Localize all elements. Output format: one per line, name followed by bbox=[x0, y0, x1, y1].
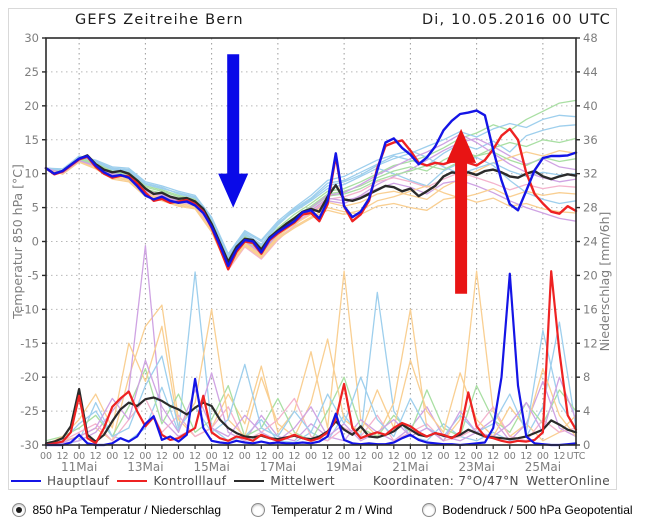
svg-text:21Mai: 21Mai bbox=[392, 460, 428, 473]
radio-option-2m-wind[interactable]: Temperatur 2 m / Wind bbox=[251, 503, 392, 517]
svg-text:12: 12 bbox=[57, 451, 69, 462]
svg-text:00: 00 bbox=[239, 451, 251, 462]
svg-text:19Mai: 19Mai bbox=[326, 460, 362, 473]
radio-option-850hpa[interactable]: 850 hPa Temperatur / Niederschlag bbox=[12, 503, 221, 517]
svg-text:36: 36 bbox=[583, 133, 598, 147]
svg-text:4: 4 bbox=[583, 404, 590, 418]
svg-text:12: 12 bbox=[255, 451, 267, 462]
radio-button-850hpa[interactable] bbox=[12, 503, 27, 517]
svg-text:00: 00 bbox=[437, 451, 449, 462]
svg-text:12: 12 bbox=[487, 451, 499, 462]
svg-text:12: 12 bbox=[520, 451, 532, 462]
svg-text:12: 12 bbox=[454, 451, 466, 462]
chart-title: GEFS Zeitreihe Bern bbox=[75, 12, 244, 28]
svg-text:8: 8 bbox=[583, 370, 590, 384]
svg-text:00: 00 bbox=[73, 451, 85, 462]
svg-text:25Mai: 25Mai bbox=[525, 460, 561, 473]
svg-text:25: 25 bbox=[24, 65, 39, 79]
svg-text:-30: -30 bbox=[20, 438, 39, 452]
svg-text:12: 12 bbox=[222, 451, 234, 462]
svg-text:12: 12 bbox=[583, 336, 598, 350]
legend-item-hauptlauf: Hauptlauf bbox=[11, 474, 109, 488]
svg-text:32: 32 bbox=[583, 167, 598, 181]
svg-text:-10: -10 bbox=[20, 302, 39, 316]
svg-text:00: 00 bbox=[139, 451, 151, 462]
svg-text:12: 12 bbox=[388, 451, 400, 462]
svg-text:17Mai: 17Mai bbox=[260, 460, 296, 473]
svg-text:00: 00 bbox=[404, 451, 416, 462]
legend-label-hauptlauf: Hauptlauf bbox=[47, 473, 110, 488]
chart-header: GEFS Zeitreihe Bern Di, 10.05.2016 00 UT… bbox=[9, 12, 616, 30]
radio-label-2m-wind[interactable]: Temperatur 2 m / Wind bbox=[271, 503, 393, 517]
legend-item-mittelwert: Mittelwert bbox=[234, 474, 335, 488]
chart-legend: Hauptlauf Kontrolllauf Mittelwert Koordi… bbox=[11, 473, 614, 488]
svg-text:0: 0 bbox=[583, 438, 590, 452]
kontrolllauf-line-swatch bbox=[117, 479, 148, 482]
svg-text:12: 12 bbox=[355, 451, 367, 462]
svg-text:10: 10 bbox=[24, 167, 39, 181]
blue-down-arrow bbox=[218, 54, 249, 208]
svg-text:Niederschlag [mm/6h]: Niederschlag [mm/6h] bbox=[597, 212, 612, 352]
svg-text:40: 40 bbox=[583, 99, 598, 113]
svg-text:20: 20 bbox=[24, 99, 39, 113]
svg-text:-5: -5 bbox=[28, 268, 39, 282]
svg-text:12: 12 bbox=[288, 451, 300, 462]
red-up-arrow bbox=[446, 128, 477, 294]
svg-text:12: 12 bbox=[123, 451, 135, 462]
svg-text:00: 00 bbox=[206, 451, 218, 462]
radio-button-2m-wind[interactable] bbox=[251, 503, 266, 517]
svg-text:00: 00 bbox=[338, 451, 350, 462]
hauptlauf-line-swatch bbox=[11, 479, 41, 482]
svg-text:00: 00 bbox=[504, 451, 516, 462]
ensemble-plot: 302520151050-5-10-15-20-25-3048444036322… bbox=[10, 31, 612, 473]
svg-text:12: 12 bbox=[156, 451, 168, 462]
svg-text:-20: -20 bbox=[20, 370, 39, 384]
svg-text:12: 12 bbox=[553, 451, 565, 462]
svg-text:00: 00 bbox=[371, 451, 383, 462]
svg-text:00: 00 bbox=[305, 451, 317, 462]
coordinates-text: Koordinaten: 7°O/47°N bbox=[373, 473, 519, 488]
svg-text:Temperatur 850 hPa [°C]: Temperatur 850 hPa [°C] bbox=[10, 164, 25, 320]
svg-text:44: 44 bbox=[583, 65, 598, 79]
legend-item-kontrolllauf: Kontrolllauf bbox=[117, 474, 226, 488]
svg-text:00: 00 bbox=[537, 451, 549, 462]
svg-text:13Mai: 13Mai bbox=[127, 460, 163, 473]
svg-text:5: 5 bbox=[32, 201, 39, 215]
forecast-chart-panel: GEFS Zeitreihe Bern Di, 10.05.2016 00 UT… bbox=[8, 8, 617, 490]
svg-text:00: 00 bbox=[106, 451, 118, 462]
legend-label-mittelwert: Mittelwert bbox=[270, 473, 336, 488]
svg-text:-25: -25 bbox=[20, 404, 39, 418]
radio-button-bodendruck[interactable] bbox=[422, 503, 437, 517]
svg-text:15: 15 bbox=[24, 133, 39, 147]
chart-type-controls: 850 hPa Temperatur / Niederschlag Temper… bbox=[0, 500, 645, 520]
svg-text:12: 12 bbox=[189, 451, 201, 462]
svg-text:00: 00 bbox=[471, 451, 483, 462]
svg-text:16: 16 bbox=[583, 302, 598, 316]
svg-text:20: 20 bbox=[583, 268, 598, 282]
svg-text:12: 12 bbox=[421, 451, 433, 462]
svg-text:12: 12 bbox=[90, 451, 102, 462]
radio-label-bodendruck[interactable]: Bodendruck / 500 hPa Geopotential bbox=[442, 503, 633, 517]
radio-label-850hpa[interactable]: 850 hPa Temperatur / Niederschlag bbox=[32, 503, 222, 517]
svg-text:23Mai: 23Mai bbox=[458, 460, 494, 473]
svg-text:00: 00 bbox=[172, 451, 184, 462]
chart-run-datetime: Di, 10.05.2016 00 UTC bbox=[421, 12, 611, 28]
svg-text:-15: -15 bbox=[20, 336, 39, 350]
legend-label-kontrolllauf: Kontrolllauf bbox=[153, 473, 227, 488]
svg-text:15Mai: 15Mai bbox=[193, 460, 229, 473]
svg-text:11Mai: 11Mai bbox=[61, 460, 97, 473]
brand-text: WetterOnline bbox=[526, 473, 610, 488]
svg-text:0: 0 bbox=[32, 235, 39, 249]
mittelwert-line-swatch bbox=[234, 479, 265, 482]
radio-option-bodendruck[interactable]: Bodendruck / 500 hPa Geopotential bbox=[422, 503, 633, 517]
svg-text:28: 28 bbox=[583, 201, 598, 215]
svg-text:12: 12 bbox=[322, 451, 334, 462]
svg-text:48: 48 bbox=[583, 31, 598, 45]
svg-text:UTC: UTC bbox=[567, 451, 586, 462]
svg-text:00: 00 bbox=[40, 451, 52, 462]
svg-text:24: 24 bbox=[583, 235, 598, 249]
svg-text:00: 00 bbox=[272, 451, 284, 462]
svg-text:30: 30 bbox=[24, 31, 39, 45]
